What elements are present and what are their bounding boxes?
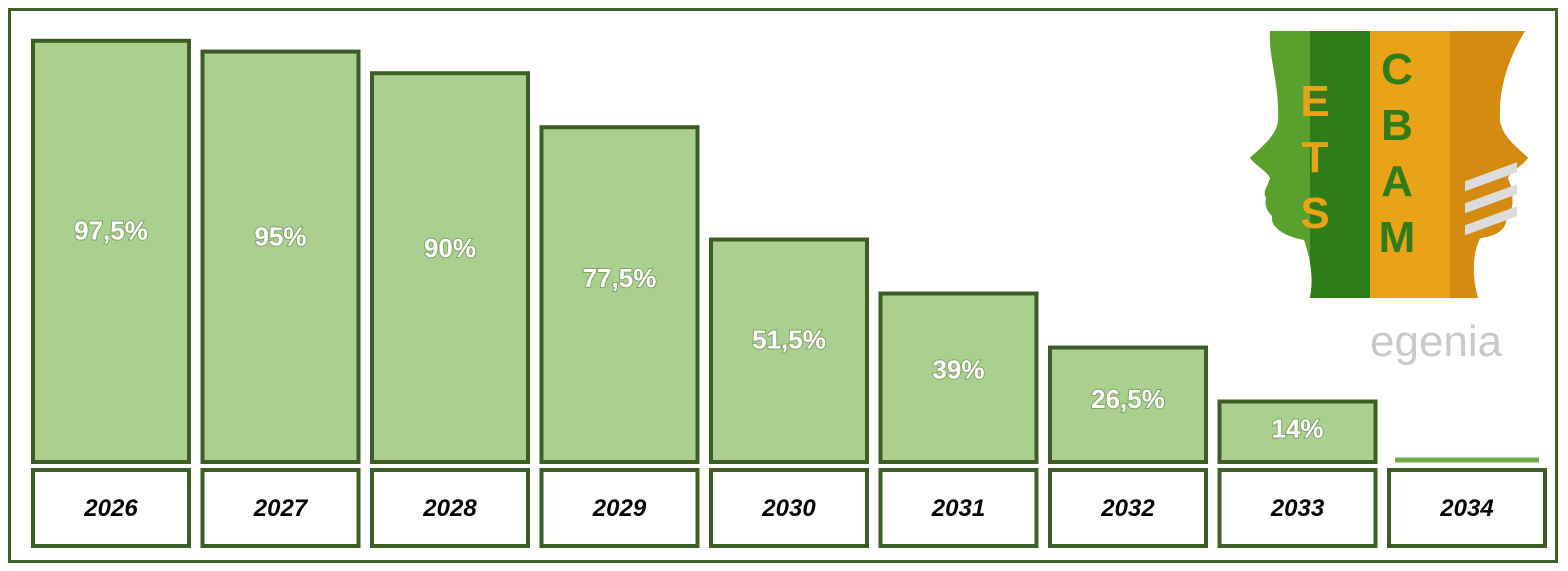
data-label-2029: 77,5% [583,263,657,293]
egenia-mark-icon [1465,162,1517,236]
bar-2033 [1217,399,1378,464]
data-label-2031: 39% [932,354,984,384]
bar-2029 [539,125,700,464]
tick-label-2027: 2027 [253,495,309,522]
tick-label-2030: 2030 [761,495,816,522]
year-box-2031 [878,468,1039,548]
year-box-2030 [709,468,869,548]
logo-letter-right: B [1381,101,1413,150]
data-label-2028: 90% [424,233,476,263]
tick-label-2029: 2029 [592,495,647,522]
data-label-2033: 14% [1271,414,1323,444]
tick-label-2026: 2026 [83,495,138,522]
bar-2030 [709,237,869,464]
bar-2032 [1048,345,1208,464]
year-box-2033 [1217,468,1378,548]
logo-letter-right: A [1381,157,1413,206]
tick-label-2031: 2031 [931,495,985,522]
logo-letter-right: C [1381,45,1413,94]
year-box-2027 [200,468,361,548]
data-label-2026: 97,5% [74,215,148,245]
tick-label-2034: 2034 [1439,495,1493,522]
tick-label-2033: 2033 [1270,495,1325,522]
bar-2027 [200,49,361,464]
chart-frame [8,8,1558,563]
tick-label-2032: 2032 [1100,495,1155,522]
bar-2026 [31,38,191,465]
bar-2028 [370,71,530,464]
year-box-2034 [1387,468,1547,548]
year-box-2028 [370,468,530,548]
data-label-2032: 26,5% [1091,384,1165,414]
bar-2031 [878,291,1039,464]
year-box-2032 [1048,468,1208,548]
logo-letter-left: E [1300,77,1329,126]
data-label-2027: 95% [254,221,306,251]
tick-label-2028: 2028 [422,495,477,522]
data-label-2030: 51,5% [752,325,826,355]
logo-letter-left: S [1300,189,1329,238]
year-box-2026 [31,468,191,548]
year-box-2029 [539,468,700,548]
logo-letter-right: M [1379,213,1416,262]
logo-letter-left: T [1302,133,1329,182]
egenia-brand: egenia [1370,317,1503,366]
